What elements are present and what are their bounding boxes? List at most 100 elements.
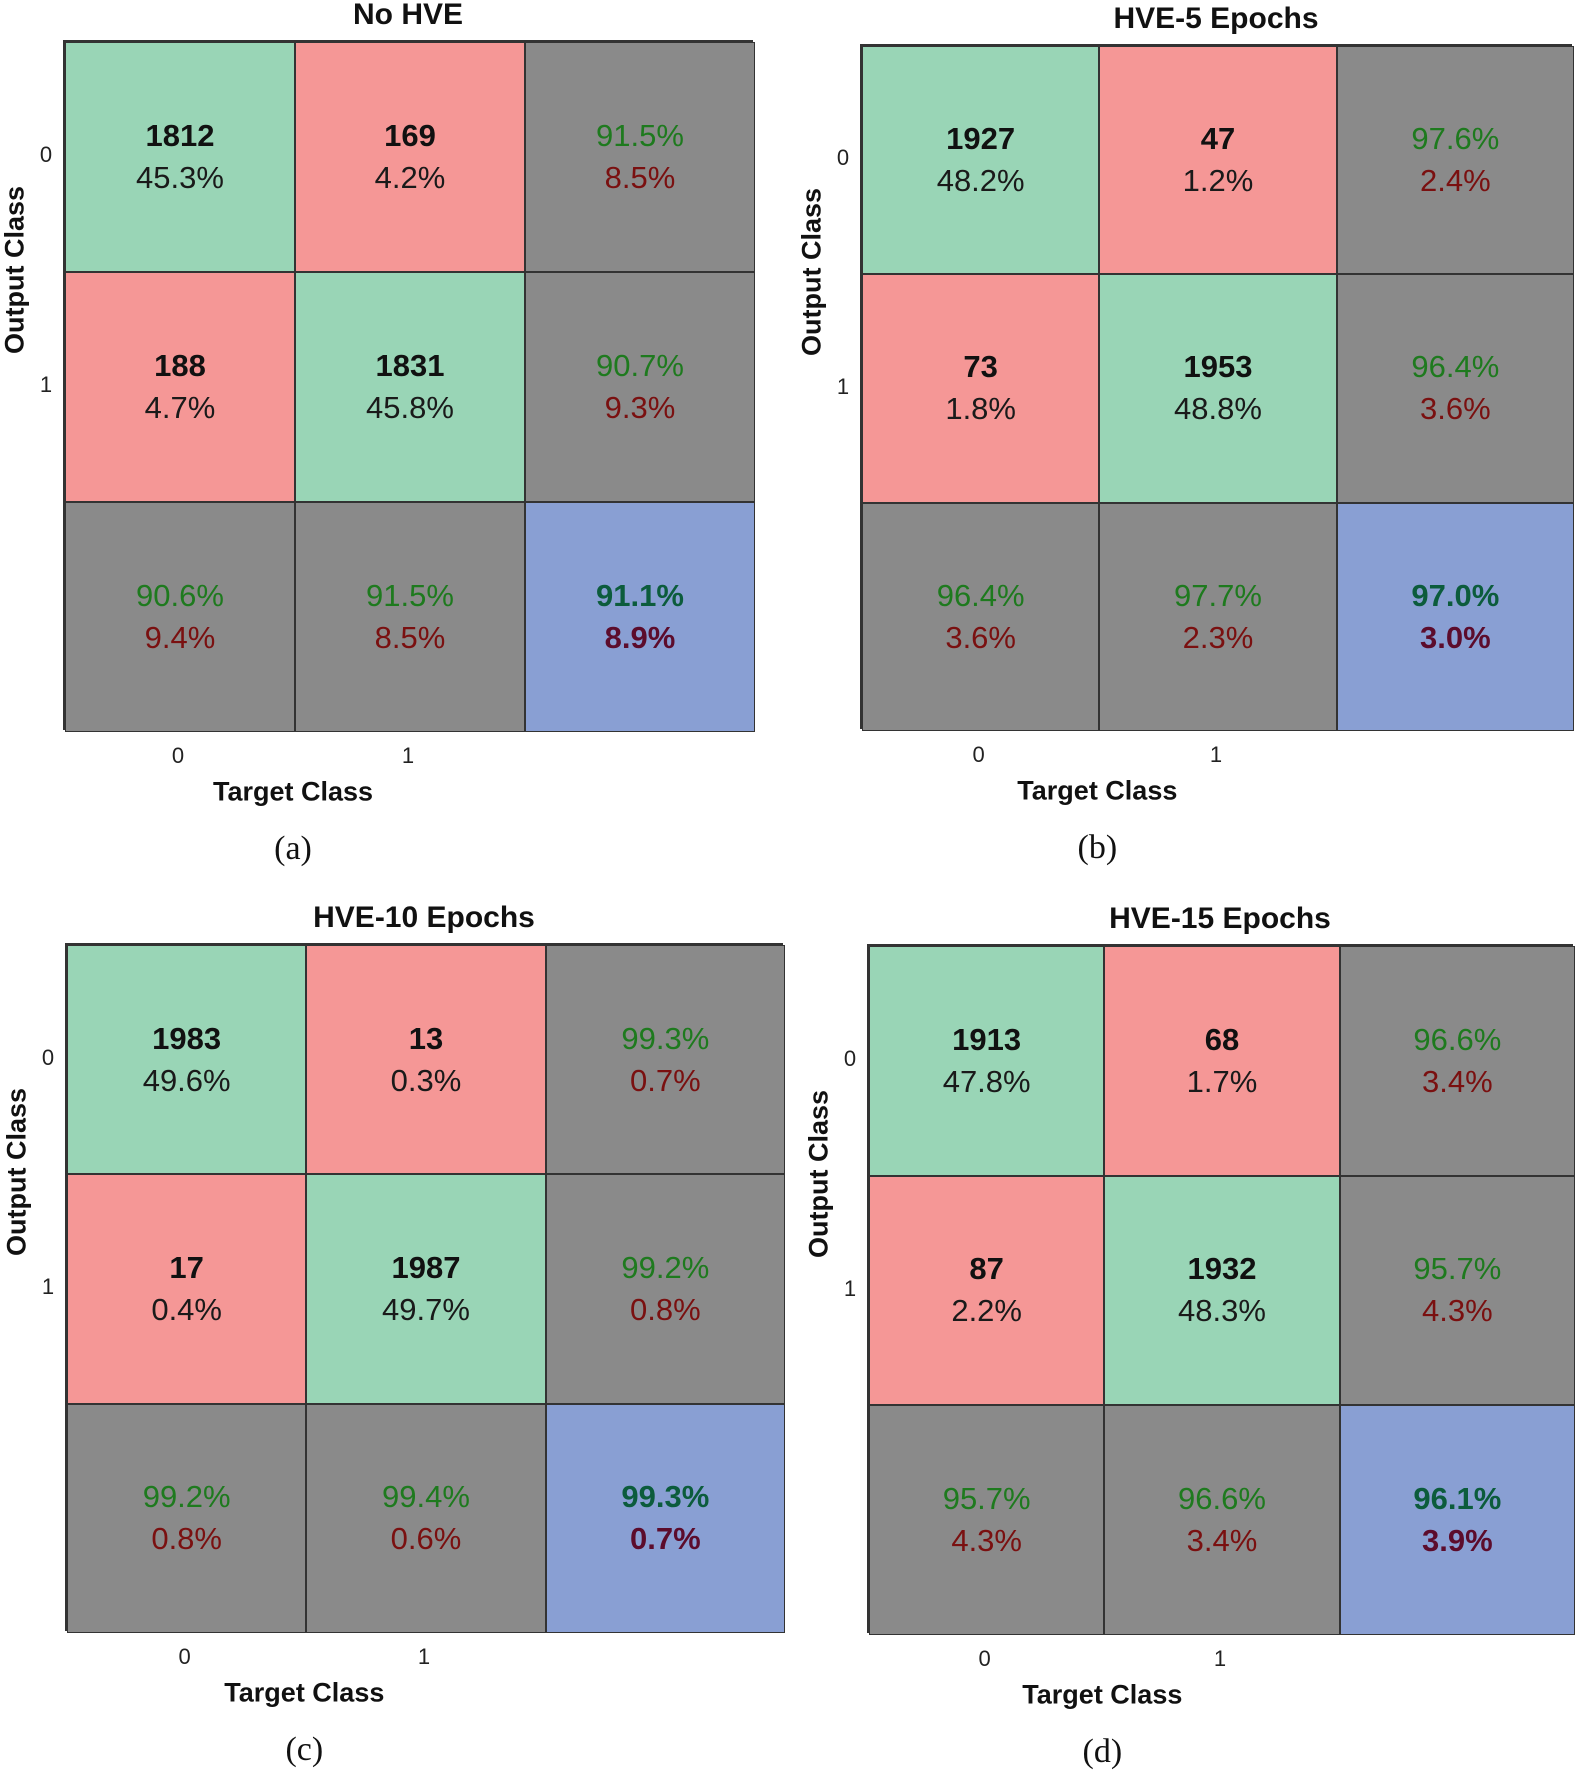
cell-percent: 49.6% — [142, 1062, 231, 1098]
column-summary-cell: 99.4% 0.6% — [306, 1403, 546, 1633]
incorrect-cell: 73 1.8% — [862, 274, 1100, 503]
incorrect-cell: 47 1.2% — [1099, 46, 1337, 275]
recall-value: 96.4% — [936, 577, 1025, 613]
precision-value: 96.6% — [1413, 1021, 1502, 1057]
incorrect-cell: 188 4.7% — [65, 272, 295, 502]
column-summary-cell: 96.4% 3.6% — [862, 502, 1100, 731]
x-tick-label: 0 — [972, 742, 985, 767]
column-summary-cell: 95.7% 4.3% — [869, 1405, 1105, 1635]
row-summary-cell: 96.4% 3.6% — [1336, 274, 1574, 503]
x-axis-label: Target Class — [1022, 1679, 1183, 1710]
recall-value: 96.6% — [1178, 1481, 1266, 1517]
subplot-label: (a) — [274, 830, 312, 867]
y-tick-label: 0 — [41, 1044, 55, 1070]
precision-value: 90.7% — [596, 348, 684, 383]
overall-accuracy: 99.3% — [621, 1479, 710, 1515]
y-axis-label: Output Class — [1, 1088, 32, 1257]
x-tick-label: 1 — [401, 743, 415, 768]
row-summary-cell: 90.7% 9.3% — [525, 272, 755, 502]
error-value: 3.4% — [1421, 1063, 1493, 1099]
precision-value: 97.6% — [1411, 121, 1500, 157]
chart-title: No HVE — [352, 0, 464, 31]
cell-percent: 45.3% — [136, 160, 224, 195]
column-summary-cell: 97.7% 2.3% — [1099, 502, 1337, 731]
error-value: 8.5% — [604, 160, 676, 195]
recall-value: 90.6% — [136, 578, 224, 613]
cell-count: 13 — [408, 1020, 444, 1056]
incorrect-cell: 13 0.3% — [306, 945, 546, 1175]
incorrect-cell: 17 0.4% — [67, 1174, 307, 1404]
precision-value: 95.7% — [1413, 1251, 1502, 1287]
overall-error: 3.9% — [1421, 1523, 1493, 1559]
cell-count: 1953 — [1183, 349, 1253, 385]
correct-cell: 1983 49.6% — [67, 945, 307, 1175]
error-value: 0.6% — [390, 1521, 462, 1557]
error-value: 3.6% — [1419, 391, 1491, 427]
y-axis-label: Output Class — [0, 185, 30, 355]
error-value: 0.8% — [151, 1521, 222, 1557]
incorrect-cell: 87 2.2% — [869, 1175, 1105, 1406]
overall-accuracy-cell: 99.3% 0.7% — [545, 1403, 785, 1633]
matrix-grid: 1983 49.6% 13 0.3% 17 0.4% 1987 49.7% 99.3% 0.7% 9… — [65, 943, 785, 1633]
row-summary-cell: 99.2% 0.8% — [545, 1174, 785, 1404]
overall-error: 3.0% — [1419, 619, 1491, 655]
cell-percent: 48.3% — [1178, 1293, 1266, 1329]
precision-value: 96.4% — [1411, 349, 1500, 385]
error-value: 0.7% — [629, 1062, 701, 1098]
cell-percent: 2.2% — [951, 1293, 1022, 1329]
cell-count: 47 — [1200, 121, 1236, 157]
x-tick-label: 1 — [417, 1644, 431, 1669]
correct-cell: 1932 48.3% — [1104, 1175, 1340, 1406]
precision-value: 99.2% — [621, 1249, 710, 1285]
cell-count: 188 — [154, 348, 206, 383]
cell-count: 87 — [969, 1251, 1004, 1287]
cell-count: 68 — [1204, 1021, 1240, 1057]
overall-accuracy-cell: 91.1% 8.9% — [525, 502, 755, 732]
y-axis-label: Output Class — [803, 1089, 834, 1258]
error-value: 9.4% — [144, 620, 216, 655]
incorrect-cell: 68 1.7% — [1104, 946, 1340, 1176]
cell-count: 1983 — [152, 1020, 222, 1056]
overall-accuracy-cell: 96.1% 3.9% — [1339, 1405, 1575, 1635]
cell-percent: 4.7% — [144, 390, 216, 425]
error-value: 2.3% — [1182, 619, 1254, 655]
y-tick-label: 1 — [836, 373, 850, 399]
error-value: 3.4% — [1186, 1523, 1258, 1559]
chart-title: HVE-15 Epochs — [1109, 902, 1331, 935]
chart-title: HVE-10 Epochs — [313, 901, 535, 934]
cell-percent: 45.8% — [366, 390, 454, 425]
overall-error: 8.9% — [604, 620, 676, 655]
column-summary-cell: 91.5% 8.5% — [295, 502, 525, 732]
cell-count: 1831 — [375, 348, 445, 383]
x-tick-label: 0 — [978, 1646, 991, 1671]
subplot-label: (b) — [1077, 829, 1118, 866]
cell-percent: 47.8% — [942, 1063, 1031, 1099]
row-summary-cell: 99.3% 0.7% — [545, 945, 785, 1175]
cell-count: 73 — [963, 349, 998, 385]
row-summary-cell: 96.6% 3.4% — [1339, 946, 1575, 1176]
y-tick-label: 0 — [39, 142, 53, 167]
error-value: 3.6% — [945, 619, 1016, 655]
overall-accuracy-cell: 97.0% 3.0% — [1336, 502, 1574, 731]
cell-count: 1987 — [391, 1249, 461, 1285]
precision-value: 99.3% — [621, 1020, 710, 1056]
correct-cell: 1831 45.8% — [295, 272, 525, 502]
recall-value: 95.7% — [942, 1481, 1031, 1517]
overall-accuracy: 96.1% — [1413, 1481, 1502, 1517]
cell-percent: 48.8% — [1174, 391, 1262, 427]
correct-cell: 1913 47.8% — [869, 946, 1105, 1176]
cell-percent: 4.2% — [374, 160, 446, 195]
precision-value: 91.5% — [596, 118, 684, 153]
subplot-label: (c) — [285, 1731, 324, 1768]
cell-percent: 49.7% — [382, 1291, 470, 1327]
overall-accuracy: 91.1% — [596, 578, 684, 613]
matrix-grid: 1927 48.2% 47 1.2% 73 1.8% 1953 48.8% 97.6% 2.4% 9… — [860, 44, 1574, 731]
column-summary-cell: 90.6% 9.4% — [65, 502, 295, 732]
error-value: 2.4% — [1419, 163, 1491, 199]
row-summary-cell: 91.5% 8.5% — [525, 42, 755, 272]
matrix-grid: 1913 47.8% 68 1.7% 87 2.2% 1932 48.3% 96.6% 3.4% 9… — [867, 944, 1575, 1635]
error-value: 4.3% — [1421, 1293, 1493, 1329]
row-summary-cell: 97.6% 2.4% — [1336, 46, 1574, 275]
cell-percent: 1.2% — [1182, 163, 1254, 199]
correct-cell: 1987 49.7% — [306, 1174, 546, 1404]
